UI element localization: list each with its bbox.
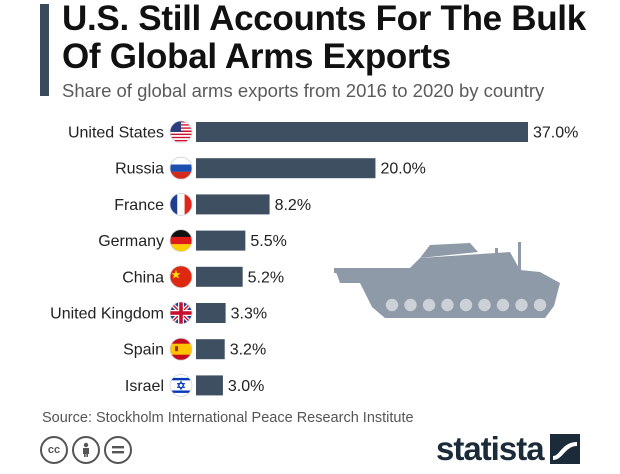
value-label: 5.2%: [248, 269, 284, 286]
chart-title: U.S. Still Accounts For The Bulk Of Glob…: [62, 0, 586, 76]
china-flag-icon: [169, 265, 193, 289]
bar: [196, 375, 223, 396]
statista-mark-icon: [549, 434, 580, 464]
us-flag-icon: [169, 120, 193, 144]
category-label: Germany: [98, 233, 164, 250]
attribution-icon: [72, 436, 100, 464]
uk-flag-icon: [169, 301, 193, 325]
category-label: Israel: [125, 378, 164, 395]
license-icons: cc: [40, 436, 132, 464]
no-derivatives-icon: [104, 436, 132, 464]
chart-subtitle: Share of global arms exports from 2016 t…: [62, 80, 545, 101]
value-label: 3.3%: [231, 306, 267, 323]
bar-row: China 5.2%: [122, 265, 284, 289]
bar-row: France 8.2%: [114, 192, 311, 216]
bar-row: Spain 3.2%: [123, 337, 266, 361]
bar-chart: United States 37.0% Russia 20.0% France 8.2% G…: [50, 120, 578, 397]
value-label: 5.5%: [250, 233, 286, 250]
value-label: 3.2%: [230, 342, 266, 359]
bar: [196, 122, 528, 142]
value-label: 3.0%: [228, 378, 264, 395]
title-accent-bar: [40, 4, 49, 96]
value-label: 20.0%: [380, 161, 425, 178]
france-flag-icon: [169, 192, 193, 216]
bar: [196, 339, 225, 360]
bar-row: United States 37.0%: [68, 120, 578, 144]
value-label: 8.2%: [275, 197, 311, 214]
source-note: Source: Stockholm International Peace Re…: [42, 410, 414, 426]
russia-flag-icon: [169, 156, 193, 180]
bar-row: Germany 5.5%: [98, 229, 287, 253]
bar-row: Israel 3.0%: [125, 373, 264, 397]
bar: [196, 303, 226, 323]
category-label: Spain: [123, 342, 164, 359]
statista-logo: statista: [436, 430, 580, 468]
bar-row: Russia 20.0%: [115, 156, 426, 180]
tank-illustration: [334, 242, 560, 318]
bar: [196, 194, 270, 215]
germany-flag-icon: [169, 229, 193, 253]
bar-row: United Kingdom 3.3%: [50, 301, 267, 325]
spain-flag-icon: [169, 337, 193, 361]
bar: [196, 266, 243, 287]
israel-flag-icon: [169, 373, 193, 397]
category-label: United Kingdom: [50, 306, 164, 323]
brand-name: statista: [436, 430, 545, 467]
value-label: 37.0%: [533, 125, 578, 142]
bar: [196, 230, 246, 251]
bar: [196, 158, 376, 179]
category-label: China: [122, 269, 164, 286]
cc-icon: cc: [40, 436, 68, 464]
category-label: Russia: [115, 161, 164, 178]
category-label: United States: [68, 125, 164, 142]
category-label: France: [114, 197, 164, 214]
